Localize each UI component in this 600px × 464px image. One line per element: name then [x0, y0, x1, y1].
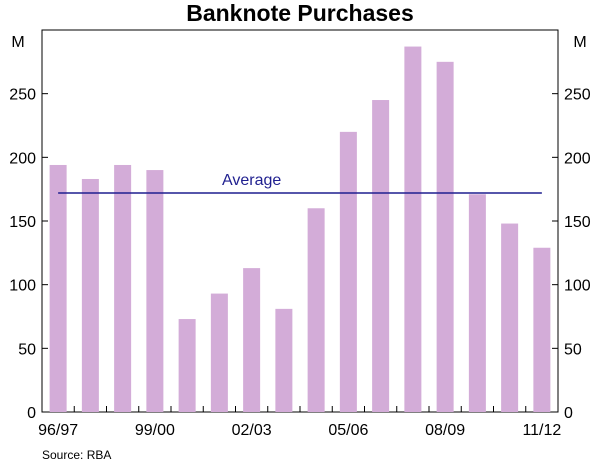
y-tick-label-left: 0 [27, 405, 36, 422]
bar-00-01 [178, 319, 196, 412]
y-tick-label-left: 100 [9, 278, 36, 295]
bar-96-97 [49, 164, 67, 412]
chart-title: Banknote Purchases [186, 0, 414, 26]
y-axis-unit-right: M [573, 34, 586, 51]
bar-05-06 [339, 131, 357, 412]
x-tick-label-08-09: 08/09 [425, 422, 465, 439]
bar-01-02 [210, 293, 228, 412]
y-tick-label-right: 50 [564, 341, 582, 358]
bar-99-00 [146, 170, 164, 412]
x-tick-label-99-00: 99/00 [135, 422, 175, 439]
x-tick-label-05-06: 05/06 [328, 422, 368, 439]
x-tick-label-96-97: 96/97 [38, 422, 78, 439]
bar-07-08 [404, 46, 422, 412]
y-tick-label-left: 150 [9, 214, 36, 231]
y-tick-label-right: 200 [564, 150, 591, 167]
y-axis-unit-left: M [11, 34, 24, 51]
bar-11-12 [533, 247, 551, 412]
bar-98-99 [114, 164, 132, 412]
x-tick-label-02-03: 02/03 [232, 422, 272, 439]
bar-03-04 [275, 308, 293, 412]
y-tick-label-right: 0 [564, 405, 573, 422]
y-tick-label-left: 200 [9, 150, 36, 167]
average-label: Average [222, 172, 281, 189]
bar-04-05 [307, 208, 325, 412]
bar-06-07 [372, 100, 390, 413]
bar-97-98 [81, 178, 99, 412]
x-tick-label-11-12: 11/12 [522, 422, 561, 439]
bar-09-10 [468, 194, 486, 412]
bar-08-09 [436, 61, 454, 412]
source-note: Source: RBA [42, 448, 112, 462]
y-tick-label-right: 100 [564, 278, 591, 295]
bar-10-11 [501, 223, 519, 412]
y-tick-label-right: 150 [564, 214, 591, 231]
bar-02-03 [243, 268, 261, 412]
y-tick-label-left: 50 [18, 341, 36, 358]
y-tick-label-right: 250 [564, 87, 591, 104]
y-tick-label-left: 250 [9, 87, 36, 104]
